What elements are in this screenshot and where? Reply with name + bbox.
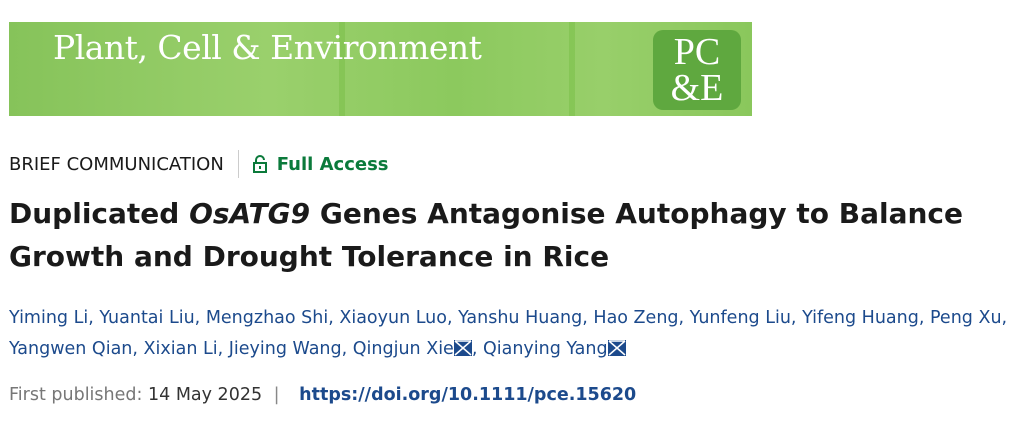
access-badge: Full Access <box>252 153 389 175</box>
author-link[interactable]: Qianying Yang <box>482 339 608 359</box>
author-link[interactable]: Qingjun Xie <box>352 339 454 359</box>
unlock-icon <box>252 155 267 173</box>
email-icon[interactable] <box>453 340 472 356</box>
author-link[interactable]: Yunfeng Liu <box>689 308 791 328</box>
author-link[interactable]: Yiming Li <box>9 308 89 328</box>
journal-logo: PC &E <box>653 30 741 110</box>
first-published-label: First published: <box>9 385 143 405</box>
divider <box>237 150 239 178</box>
author-link[interactable]: Peng Xu <box>930 308 1002 328</box>
author-link[interactable]: Jieying Wang <box>228 339 342 359</box>
title-part: Duplicated <box>9 197 190 230</box>
separator: | <box>273 385 280 405</box>
title-part: Genes Antagonise Autophagy to Balance Gr… <box>9 197 964 273</box>
author-link[interactable]: Mengzhao Shi <box>205 308 329 328</box>
author-link[interactable]: Xixian Li <box>143 339 218 359</box>
email-icon[interactable] <box>607 340 626 356</box>
journal-name: Plant, Cell & Environment <box>53 28 482 67</box>
author-link[interactable]: Xiaoyun Luo <box>339 308 447 328</box>
author-link[interactable]: Hao Zeng <box>593 308 679 328</box>
author-link[interactable]: Yangwen Qian <box>9 339 133 359</box>
article-title: Duplicated OsATG9 Genes Antagonise Autop… <box>9 192 1019 278</box>
gene-name: OsATG9 <box>189 197 311 230</box>
article-meta-bar: BRIEF COMMUNICATION Full Access <box>9 150 389 178</box>
publication-info: First published: 14 May 2025 | https://d… <box>9 385 636 405</box>
first-published-date: 14 May 2025 <box>147 385 263 405</box>
article-type: BRIEF COMMUNICATION <box>9 153 224 175</box>
author-list: Yiming Li, Yuantai Liu, Mengzhao Shi, Xi… <box>9 308 1008 359</box>
journal-banner[interactable]: Plant, Cell & Environment PC &E <box>9 22 752 116</box>
author-link[interactable]: Yanshu Huang <box>458 308 583 328</box>
doi-link[interactable]: https://doi.org/10.1111/pce.15620 <box>299 385 637 405</box>
author-link[interactable]: Yifeng Huang <box>802 308 919 328</box>
author-link[interactable]: Yuantai Liu <box>99 308 195 328</box>
access-label: Full Access <box>276 153 389 175</box>
